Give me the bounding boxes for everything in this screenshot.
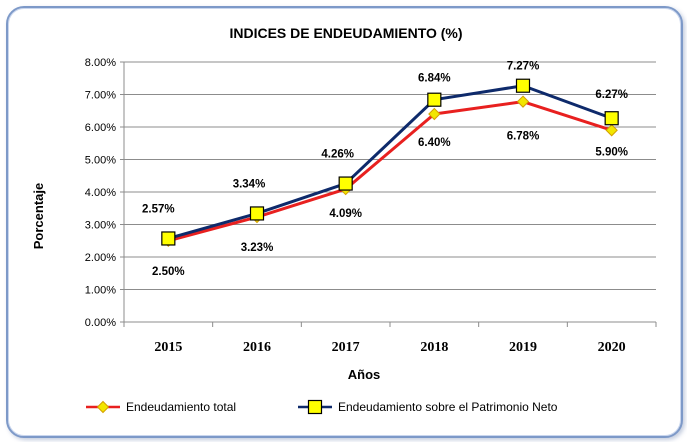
data-label: 4.09% [329, 208, 362, 220]
data-label: 6.27% [595, 89, 628, 101]
series-1-point [605, 124, 618, 137]
x-axis-ticks: 2015 2016 2017 2018 2019 2020 [123, 322, 657, 355]
series-2-point [515, 78, 531, 93]
y-tick-label: 2.00% [85, 252, 116, 264]
data-label: 7.27% [507, 61, 540, 73]
x-tick-label: 2016 [243, 340, 271, 355]
legend: Endeudamiento total Endeudamiento sobre e… [86, 399, 558, 415]
y-tick-label: 1.00% [85, 285, 116, 297]
x-tick-label: 2020 [598, 340, 626, 355]
y-tick-label: 0.00% [85, 317, 116, 329]
series-1-point [428, 107, 441, 121]
series-2-point [338, 176, 353, 191]
y-tick-label: 5.00% [85, 155, 116, 167]
x-tick-label: 2015 [154, 340, 182, 355]
data-labels: 2.50% 3.23% 4.09% 6.40% 6.78% 5.90% 2.57% 3.34%… [142, 61, 628, 278]
series-2-point [161, 231, 176, 246]
data-label: 3.34% [233, 178, 266, 190]
series-2-point [249, 206, 265, 221]
data-label: 6.78% [507, 131, 540, 143]
y-tick-label: 8.00% [85, 57, 116, 69]
x-tick-label: 2017 [332, 340, 360, 355]
data-label: 6.84% [418, 73, 451, 85]
chart-title: INDICES DE ENDEUDAMIENTO (%) [229, 25, 462, 41]
y-tick-label: 4.00% [85, 187, 116, 199]
legend-label: Endeudamiento total [126, 400, 236, 414]
series-line-1 [167, 100, 613, 243]
series-group [161, 78, 619, 247]
y-axis-ticks: 0.00% 1.00% 2.00% 3.00% 4.00% 5.00% 6.00% 7.00%… [85, 57, 116, 329]
data-label: 5.90% [595, 146, 628, 158]
data-label: 3.23% [241, 242, 274, 254]
data-label: 6.40% [418, 137, 451, 149]
y-tick-label: 7.00% [85, 90, 116, 102]
x-tick-label: 2019 [509, 340, 537, 355]
data-label: 4.26% [321, 149, 354, 161]
legend-marker [307, 399, 323, 415]
gridlines [120, 61, 656, 323]
data-label: 2.50% [152, 266, 185, 278]
y-tick-label: 3.00% [85, 220, 116, 232]
x-axis-label: Años [348, 367, 381, 382]
data-label: 2.57% [142, 203, 175, 215]
series-line-2 [167, 84, 613, 240]
series-2-point [427, 92, 442, 107]
legend-marker [96, 400, 110, 414]
chart-frame [6, 6, 683, 438]
x-tick-label: 2018 [420, 340, 448, 355]
legend-label: Endeudamiento sobre el Patrimonio Neto [338, 400, 558, 414]
series-1-point [516, 95, 530, 108]
y-tick-label: 6.00% [85, 122, 116, 134]
y-axis-label: Porcentaje [31, 183, 46, 249]
series-2-point [604, 111, 619, 126]
